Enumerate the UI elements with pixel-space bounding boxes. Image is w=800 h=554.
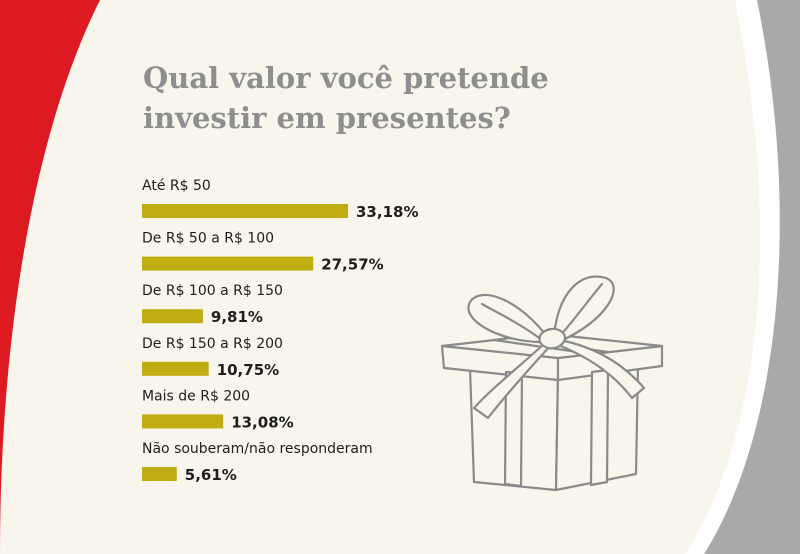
value-label: 33,18% (356, 203, 418, 221)
category-label: Até R$ 50 (142, 178, 211, 194)
bar (142, 309, 203, 324)
category-label: De R$ 150 a R$ 200 (142, 336, 283, 352)
value-label: 13,08% (231, 413, 293, 431)
value-label: 10,75% (217, 361, 279, 379)
value-label: 9,81% (211, 308, 263, 326)
gray-swoosh (690, 0, 800, 554)
bar (142, 204, 348, 218)
bar (142, 256, 314, 271)
value-label: 27,57% (321, 256, 383, 274)
bar (142, 361, 209, 376)
gift-box-icon (440, 275, 664, 492)
bar (142, 467, 177, 481)
category-label: Mais de R$ 200 (142, 388, 250, 404)
bar-chart: Até R$ 50 33,18% De R$ 50 a R$ 100 27,57% De… (142, 178, 418, 484)
category-label: Não souberam/não responderam (142, 441, 373, 457)
bar (142, 414, 224, 429)
value-label: 5,61% (185, 466, 237, 484)
red-swoosh (0, 0, 100, 554)
category-label: De R$ 100 a R$ 150 (142, 283, 283, 299)
chart-title: Qual valor você pretende investir em pre… (143, 61, 549, 135)
white-swoosh-stripe (685, 0, 780, 554)
category-label: De R$ 50 a R$ 100 (142, 231, 274, 247)
